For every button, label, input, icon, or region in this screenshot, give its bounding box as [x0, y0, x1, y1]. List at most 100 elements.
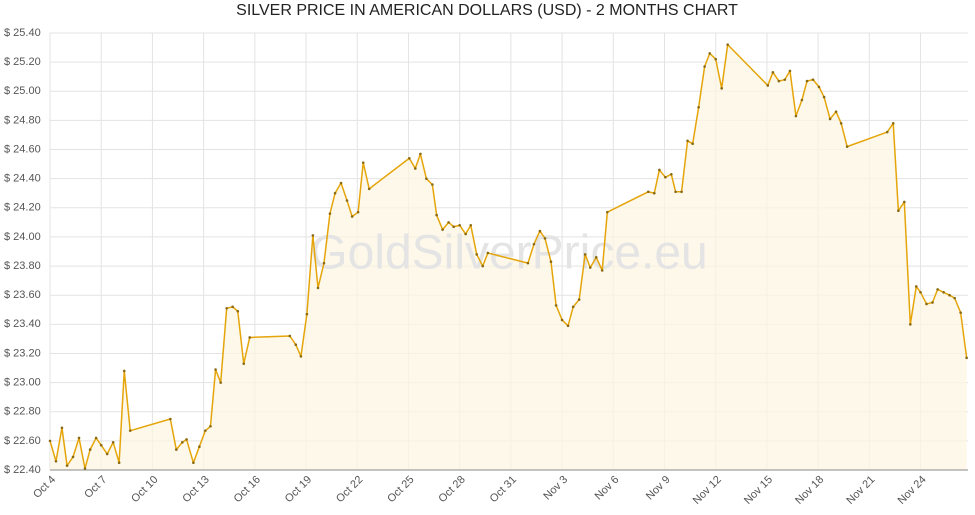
point	[560, 318, 564, 322]
y-tick-label: $ 25.00	[4, 85, 41, 97]
point	[942, 290, 945, 294]
point	[339, 181, 343, 185]
point	[328, 212, 332, 215]
x-tick-label: Oct 25	[385, 474, 416, 505]
point	[198, 445, 201, 448]
x-tick-label: Oct 10	[129, 474, 160, 505]
y-tick-label: $ 24.20	[4, 202, 41, 214]
point	[180, 441, 184, 444]
x-tick-label: Nov 12	[691, 474, 724, 507]
point	[554, 304, 558, 307]
point	[805, 79, 809, 83]
point	[948, 293, 951, 297]
point	[691, 142, 694, 146]
point	[209, 425, 212, 428]
point	[903, 200, 906, 204]
point	[714, 57, 718, 61]
point	[481, 264, 485, 268]
x-tick-label: Nov 18	[793, 474, 826, 507]
point	[475, 253, 479, 256]
point	[788, 69, 792, 73]
point	[94, 436, 98, 440]
price-line	[49, 43, 968, 470]
x-tick-label: Nov 24	[896, 474, 929, 507]
x-tick-label: Oct 13	[180, 474, 211, 505]
point	[783, 78, 787, 81]
point	[566, 324, 570, 328]
y-tick-label: $ 22.40	[4, 464, 41, 476]
point	[674, 190, 677, 194]
point	[169, 417, 172, 421]
point	[105, 452, 109, 456]
point	[726, 43, 729, 46]
point	[367, 187, 371, 191]
y-tick-label: $ 23.60	[4, 289, 41, 301]
point	[185, 438, 188, 441]
x-tick-label: Oct 22	[334, 474, 365, 505]
y-tick-label: $ 22.60	[4, 435, 41, 447]
point	[811, 78, 815, 81]
point	[606, 210, 609, 214]
point	[577, 298, 581, 301]
point	[356, 210, 360, 214]
point	[708, 52, 712, 55]
point	[839, 122, 843, 125]
point	[345, 199, 349, 202]
point	[413, 167, 417, 170]
watermark: GoldSilverPrice.eu	[310, 227, 708, 280]
point	[77, 436, 81, 440]
point	[435, 213, 438, 217]
point	[697, 105, 700, 109]
point	[686, 139, 689, 143]
x-tick-label: Oct 31	[488, 474, 519, 505]
point	[794, 114, 798, 118]
y-tick-label: $ 24.80	[4, 114, 41, 126]
point	[891, 122, 895, 125]
y-tick-label: $ 24.60	[4, 143, 41, 155]
y-tick-label: $ 24.40	[4, 173, 41, 185]
point	[83, 467, 87, 470]
point	[48, 439, 52, 443]
point	[885, 130, 889, 134]
point	[828, 117, 832, 121]
point	[219, 381, 222, 384]
point	[54, 459, 58, 463]
point	[925, 302, 928, 306]
y-tick-label: $ 23.80	[4, 260, 41, 272]
point	[99, 443, 103, 447]
point	[658, 168, 661, 172]
point	[549, 260, 553, 263]
point	[526, 261, 530, 265]
point	[464, 232, 467, 236]
point	[664, 175, 667, 179]
point	[236, 309, 240, 313]
x-tick-label: Oct 19	[283, 474, 314, 505]
point	[532, 242, 536, 246]
point	[231, 305, 234, 309]
point	[800, 98, 804, 102]
point	[333, 191, 337, 195]
point	[214, 368, 217, 371]
x-tick-label: Nov 6	[593, 474, 622, 503]
point	[652, 191, 656, 195]
point	[350, 215, 354, 218]
point	[766, 84, 770, 87]
point	[408, 156, 411, 160]
point	[361, 161, 365, 164]
point	[953, 296, 956, 300]
point	[204, 429, 207, 432]
point	[588, 266, 592, 269]
point	[305, 312, 309, 316]
point	[192, 461, 195, 465]
y-tick-label: $ 23.40	[4, 318, 41, 330]
x-tick-label: Nov 9	[644, 474, 673, 503]
point	[543, 237, 547, 240]
point	[845, 145, 849, 148]
point	[897, 209, 900, 213]
point	[538, 229, 542, 233]
area	[50, 44, 967, 471]
x-tick-label: Oct 7	[82, 474, 109, 501]
point	[447, 221, 450, 224]
point	[703, 65, 706, 68]
point	[822, 95, 826, 99]
